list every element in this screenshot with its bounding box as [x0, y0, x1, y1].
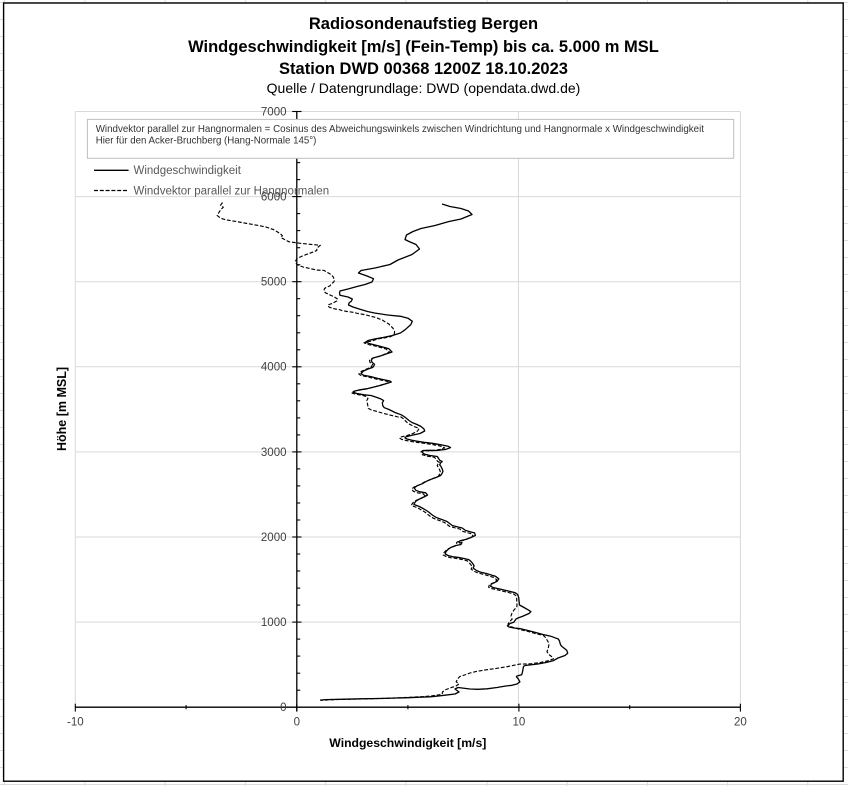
svg-text:Windvektor parallel zur Hangno: Windvektor parallel zur Hangnormalen = C… [96, 123, 704, 135]
svg-text:20: 20 [734, 717, 747, 729]
svg-text:3000: 3000 [261, 447, 287, 459]
svg-text:Windgeschwindigkeit: Windgeschwindigkeit [134, 165, 242, 177]
svg-text:Windgeschwindigkeit [m/s]: Windgeschwindigkeit [m/s] [329, 736, 486, 750]
svg-text:0: 0 [280, 702, 286, 714]
svg-text:Station DWD 00368 1200Z 18.10.: Station DWD 00368 1200Z 18.10.2023 [279, 60, 568, 78]
svg-text:Windvektor parallel zur Hangno: Windvektor parallel zur Hangnormalen [134, 185, 330, 197]
svg-text:-10: -10 [67, 717, 84, 729]
svg-text:Hier für den Acker-Bruchberg (: Hier für den Acker-Bruchberg (Hang-Norma… [96, 135, 317, 147]
svg-text:5000: 5000 [261, 277, 287, 289]
svg-text:1000: 1000 [261, 617, 287, 629]
svg-text:4000: 4000 [261, 362, 287, 374]
svg-text:2000: 2000 [261, 532, 287, 544]
svg-text:Quelle / Datengrundlage: DWD (: Quelle / Datengrundlage: DWD (opendata.d… [267, 80, 581, 96]
svg-text:6000: 6000 [261, 192, 287, 204]
svg-text:Radiosondenaufstieg Bergen: Radiosondenaufstieg Bergen [309, 15, 538, 33]
svg-text:7000: 7000 [261, 106, 287, 118]
svg-text:10: 10 [513, 717, 526, 729]
svg-text:0: 0 [294, 717, 300, 729]
svg-text:Windgeschwindigkeit [m/s] (Fei: Windgeschwindigkeit [m/s] (Fein-Temp) bi… [188, 38, 659, 56]
svg-text:Höhe [m MSL]: Höhe [m MSL] [55, 367, 69, 451]
